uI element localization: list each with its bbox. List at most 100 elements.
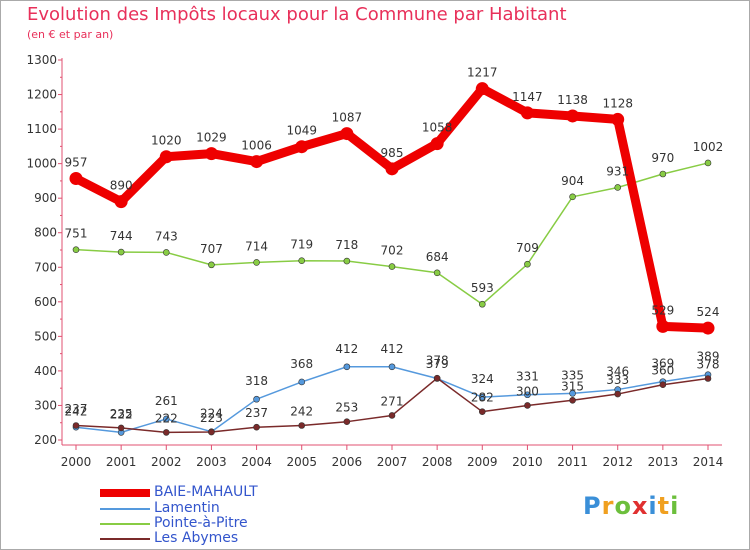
data-label: 1002 bbox=[693, 140, 724, 154]
legend-label: Lamentin bbox=[154, 500, 220, 516]
data-label: 529 bbox=[651, 303, 674, 317]
x-tick-label: 2006 bbox=[332, 455, 363, 469]
data-point bbox=[72, 422, 80, 429]
logo-letter: i bbox=[670, 492, 680, 520]
data-point bbox=[388, 263, 396, 270]
x-tick-label: 2002 bbox=[151, 455, 182, 469]
data-point bbox=[433, 269, 441, 277]
data-point bbox=[524, 260, 531, 268]
logo-letter: x bbox=[631, 492, 649, 520]
data-label: 335 bbox=[561, 368, 584, 382]
x-tick-label: 2012 bbox=[602, 455, 633, 469]
data-point bbox=[520, 106, 534, 120]
logo-letter: o bbox=[614, 492, 632, 520]
data-label: 237 bbox=[65, 402, 88, 416]
data-label: 368 bbox=[290, 357, 313, 371]
data-label: 224 bbox=[200, 407, 223, 421]
data-label: 890 bbox=[110, 179, 133, 193]
legend-swatch bbox=[100, 489, 150, 497]
data-label: 1049 bbox=[286, 124, 317, 138]
data-label: 237 bbox=[245, 406, 268, 420]
data-point bbox=[478, 300, 486, 308]
logo-letter: i bbox=[648, 492, 658, 520]
data-point bbox=[569, 390, 576, 397]
data-point bbox=[475, 82, 489, 96]
data-point bbox=[343, 363, 351, 371]
data-label: 318 bbox=[245, 374, 268, 388]
y-tick-label: 1100 bbox=[26, 122, 57, 136]
data-label: 1087 bbox=[332, 111, 363, 125]
data-point bbox=[704, 375, 712, 382]
y-tick-label: 300 bbox=[34, 398, 57, 412]
data-point bbox=[385, 162, 399, 176]
data-label: 389 bbox=[697, 350, 720, 364]
data-point bbox=[430, 137, 444, 151]
data-label: 346 bbox=[606, 365, 629, 379]
data-point bbox=[388, 412, 396, 419]
data-point bbox=[569, 193, 576, 201]
y-tick-label: 700 bbox=[34, 260, 57, 274]
data-point bbox=[162, 249, 170, 256]
data-point bbox=[659, 170, 667, 178]
chart-subtitle: (en € et par an) bbox=[27, 28, 114, 41]
data-label: 707 bbox=[200, 242, 223, 256]
y-tick-label: 500 bbox=[34, 329, 57, 343]
data-point bbox=[117, 424, 125, 432]
data-label: 702 bbox=[381, 244, 404, 258]
data-point bbox=[69, 171, 83, 185]
data-label: 261 bbox=[155, 394, 178, 408]
legend-label: Les Abymes bbox=[154, 530, 239, 546]
legend-label: BAIE-MAHAULT bbox=[154, 484, 258, 500]
data-label: 904 bbox=[561, 174, 584, 188]
data-label: 412 bbox=[335, 342, 358, 356]
data-point bbox=[208, 428, 215, 436]
data-label: 1058 bbox=[422, 121, 453, 135]
data-point bbox=[524, 391, 531, 399]
legend-swatch bbox=[100, 508, 150, 510]
data-point bbox=[208, 261, 215, 269]
data-point bbox=[162, 429, 170, 436]
series-line-baie-mahault bbox=[71, 84, 713, 333]
data-label: 324 bbox=[471, 372, 494, 386]
data-label: 378 bbox=[697, 358, 720, 372]
data-label: 223 bbox=[200, 411, 223, 425]
data-point bbox=[298, 257, 306, 265]
data-point bbox=[298, 422, 306, 429]
data-point bbox=[478, 408, 486, 415]
data-label: 222 bbox=[155, 411, 178, 425]
data-label: 1138 bbox=[557, 93, 588, 107]
data-point bbox=[340, 127, 354, 141]
x-tick-label: 2014 bbox=[693, 455, 724, 469]
data-point bbox=[388, 363, 396, 371]
y-tick-label: 800 bbox=[34, 226, 57, 240]
data-label: 222 bbox=[110, 407, 133, 421]
data-point bbox=[704, 159, 712, 167]
data-point bbox=[204, 147, 218, 161]
data-point bbox=[566, 109, 580, 123]
legend-label: Pointe-à-Pitre bbox=[154, 515, 248, 531]
data-point bbox=[343, 418, 351, 425]
data-point bbox=[114, 195, 128, 209]
y-tick-label: 1200 bbox=[26, 88, 57, 102]
legend-swatch bbox=[100, 538, 150, 540]
data-label: 709 bbox=[516, 241, 539, 255]
proxiti-logo: Proxiti bbox=[583, 492, 679, 520]
data-point bbox=[72, 246, 80, 253]
x-tick-label: 2011 bbox=[557, 455, 588, 469]
data-label: 333 bbox=[606, 373, 629, 387]
data-point bbox=[162, 415, 170, 423]
x-tick-label: 2013 bbox=[648, 455, 679, 469]
x-tick-label: 2004 bbox=[241, 455, 272, 469]
x-tick-label: 2000 bbox=[61, 455, 92, 469]
x-tick-label: 2008 bbox=[422, 455, 453, 469]
data-point bbox=[295, 140, 309, 154]
y-tick-label: 400 bbox=[34, 364, 57, 378]
y-tick-label: 200 bbox=[34, 433, 57, 447]
data-label: 684 bbox=[426, 250, 449, 264]
data-point bbox=[611, 112, 625, 126]
data-label: 379 bbox=[426, 357, 449, 371]
data-label: 593 bbox=[471, 281, 494, 295]
data-point bbox=[569, 396, 576, 404]
data-label: 714 bbox=[245, 239, 268, 253]
